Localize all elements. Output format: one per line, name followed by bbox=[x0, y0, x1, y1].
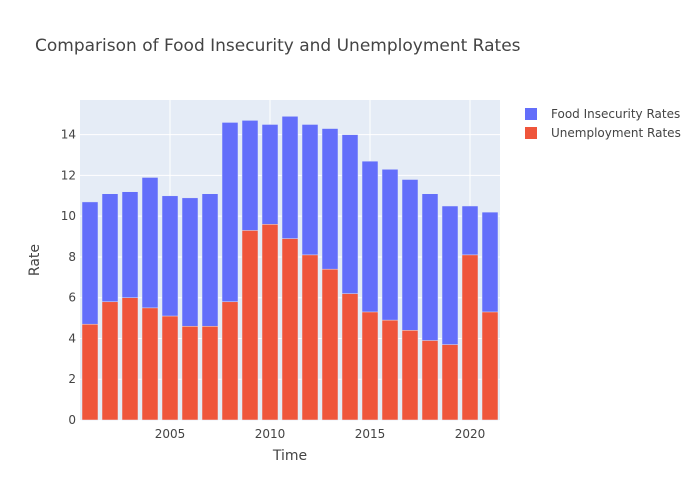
bar bbox=[461, 254, 479, 421]
x-tick-label: 2005 bbox=[155, 427, 186, 441]
legend: Food Insecurity Rates Unemployment Rates bbox=[525, 107, 681, 140]
bar bbox=[281, 238, 299, 421]
bar bbox=[341, 293, 359, 421]
y-tick-label: 8 bbox=[68, 250, 76, 264]
bar bbox=[361, 311, 379, 421]
bars bbox=[81, 116, 499, 421]
bar bbox=[261, 224, 279, 421]
bar bbox=[141, 307, 159, 421]
y-tick-label: 2 bbox=[68, 372, 76, 386]
bar bbox=[201, 325, 219, 421]
bar bbox=[121, 297, 139, 421]
bar bbox=[481, 311, 499, 421]
bar bbox=[381, 319, 399, 421]
x-axis-title: Time bbox=[272, 448, 307, 464]
bar bbox=[101, 301, 119, 421]
bar bbox=[301, 254, 319, 421]
y-tick-label: 6 bbox=[68, 291, 76, 305]
bar bbox=[221, 301, 239, 421]
y-axis-title: Rate bbox=[27, 244, 43, 276]
x-tick-label: 2020 bbox=[455, 427, 486, 441]
bar bbox=[401, 330, 419, 421]
legend-label: Food Insecurity Rates bbox=[551, 107, 680, 121]
bar bbox=[241, 230, 259, 421]
y-tick-label: 10 bbox=[61, 209, 76, 223]
y-axis-ticks: 0 2 4 6 8 10 12 14 bbox=[61, 128, 76, 427]
y-tick-label: 14 bbox=[61, 128, 76, 142]
legend-swatch bbox=[525, 127, 537, 139]
bar bbox=[321, 268, 339, 421]
x-tick-label: 2015 bbox=[355, 427, 386, 441]
bar bbox=[161, 315, 179, 421]
y-tick-label: 4 bbox=[68, 331, 76, 345]
bar bbox=[181, 325, 199, 421]
y-tick-label: 12 bbox=[61, 168, 76, 182]
x-axis-ticks: 2005 2010 2015 2020 bbox=[155, 427, 486, 441]
chart-title: Comparison of Food Insecurity and Unempl… bbox=[35, 36, 521, 56]
bar bbox=[81, 323, 99, 421]
x-tick-label: 2010 bbox=[255, 427, 286, 441]
bar bbox=[441, 344, 459, 421]
legend-label: Unemployment Rates bbox=[551, 126, 681, 140]
bar bbox=[421, 340, 439, 421]
legend-swatch bbox=[525, 108, 537, 120]
y-tick-label: 0 bbox=[68, 413, 76, 427]
